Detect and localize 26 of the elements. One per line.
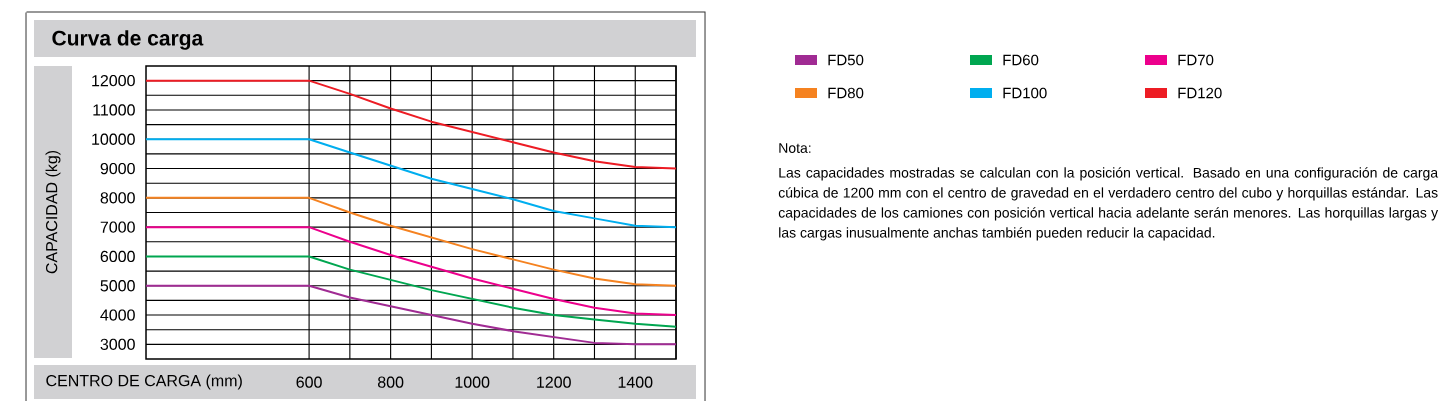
legend-label: FD60 xyxy=(1003,54,1039,66)
x-tick-label: 1000 xyxy=(455,376,490,388)
y-tick-label: 12000 xyxy=(92,74,135,87)
text: Nota: xyxy=(779,143,811,153)
y-tick-label: 10000 xyxy=(92,133,135,145)
y-tick-label: 7000 xyxy=(100,221,135,233)
legend-label: FD70 xyxy=(1178,54,1214,66)
x-tick-label: 800 xyxy=(377,376,404,388)
y-tick-label: 6000 xyxy=(100,250,135,263)
legend-label: FD80 xyxy=(828,87,864,99)
legend-label: FD50 xyxy=(828,54,864,66)
legend-label: FD120 xyxy=(1178,87,1222,99)
y-tick-label: 5000 xyxy=(100,280,135,292)
legend-label: FD100 xyxy=(1003,87,1047,99)
y-tick-label: 9000 xyxy=(100,162,135,175)
text: Las capacidades mostradas se calculan con la posición vertical. Basado en una configuración de carga cúbica de 1200 mm con el centro de gravedad en el verdadero centro del cubo y horquillas estándar. Las capacidades de los camiones con posición vertical hacia adelante serán menores. Las horquillas largas y las cargas inusualmente anchas también pueden reducir la capacidad. xyxy=(778,167,1439,241)
x-axis-title: CENTRO DE CARGA (mm) xyxy=(46,374,242,390)
y-tick-label: 3000 xyxy=(100,338,135,351)
x-tick-label: 1400 xyxy=(618,376,653,388)
y-tick-label: 8000 xyxy=(100,192,135,204)
y-axis-title: CAPACIDAD (kg) xyxy=(45,150,61,274)
chart-title: Curva de carga xyxy=(52,30,204,50)
y-tick-label: 4000 xyxy=(100,309,135,321)
x-tick-label: 1200 xyxy=(537,376,571,388)
y-tick-label: 11000 xyxy=(93,104,135,116)
x-tick-label: 600 xyxy=(296,376,322,388)
